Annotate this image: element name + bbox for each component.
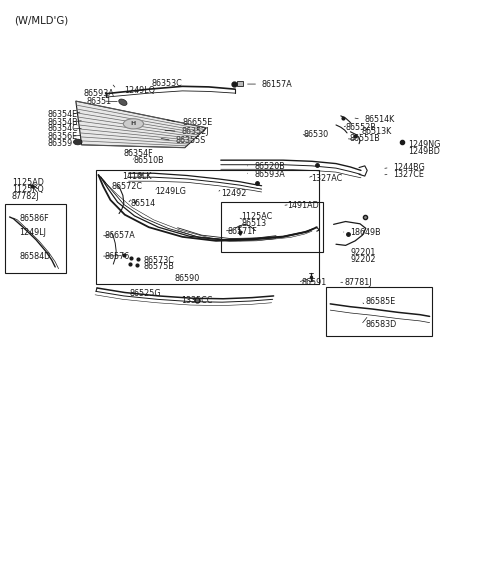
Text: 1327CE: 1327CE [394, 170, 424, 179]
Text: 18649B: 18649B [350, 228, 381, 237]
Text: 1335CC: 1335CC [181, 296, 212, 305]
Text: 1249LQ: 1249LQ [124, 86, 155, 95]
Text: 92201: 92201 [350, 248, 376, 257]
Text: 1249LJ: 1249LJ [19, 228, 46, 237]
Text: 86552B: 86552B [346, 123, 376, 132]
Text: 86584D: 86584D [19, 252, 50, 261]
Text: 86510B: 86510B [133, 156, 164, 165]
Text: 86551B: 86551B [349, 134, 380, 143]
Text: 1416LK: 1416LK [122, 172, 152, 181]
Text: 86571F: 86571F [227, 227, 257, 236]
Text: 86157A: 86157A [262, 80, 292, 89]
Text: 86572C: 86572C [111, 182, 143, 191]
Text: 1125AD: 1125AD [12, 178, 44, 187]
Text: 86586F: 86586F [19, 214, 49, 223]
Text: 12492: 12492 [221, 189, 246, 198]
Text: 1125KQ: 1125KQ [12, 185, 44, 194]
Text: 86576: 86576 [105, 252, 130, 261]
Text: 86583D: 86583D [366, 320, 397, 329]
Ellipse shape [123, 119, 144, 129]
Text: 86359: 86359 [48, 139, 73, 148]
Text: 86590: 86590 [174, 274, 200, 283]
Text: 86514: 86514 [131, 199, 156, 208]
Text: H: H [131, 122, 136, 126]
Text: (W/MLD'G): (W/MLD'G) [14, 16, 69, 26]
Polygon shape [76, 101, 206, 148]
Text: 1327AC: 1327AC [311, 174, 342, 183]
Text: 86591: 86591 [301, 278, 327, 287]
Text: 1249BD: 1249BD [408, 147, 440, 156]
Text: 1491AD: 1491AD [287, 201, 319, 210]
Bar [326, 287, 432, 336]
Ellipse shape [73, 139, 82, 145]
Text: 86657A: 86657A [105, 231, 135, 240]
Text: 86520B: 86520B [254, 162, 285, 172]
Text: 86351: 86351 [86, 97, 111, 106]
Text: 1244BG: 1244BG [394, 163, 425, 172]
Text: 86655E: 86655E [182, 118, 213, 127]
Text: 86513: 86513 [241, 219, 266, 228]
Text: 86593A: 86593A [84, 89, 115, 98]
Text: 86354E: 86354E [48, 110, 78, 119]
Text: 1125AC: 1125AC [241, 212, 273, 222]
Text: 86354F: 86354F [124, 149, 154, 158]
Text: 86355S: 86355S [175, 136, 205, 145]
Text: 92202: 92202 [350, 255, 376, 264]
Text: 86573C: 86573C [143, 256, 174, 265]
Text: 86352J: 86352J [181, 127, 209, 136]
Text: 87782J: 87782J [12, 192, 40, 201]
Bar [221, 202, 323, 252]
Text: 86353C: 86353C [151, 79, 182, 88]
Bar [96, 170, 319, 284]
Text: 86354B: 86354B [48, 118, 79, 127]
Text: 1249LG: 1249LG [156, 187, 186, 197]
Bar [237, 81, 243, 86]
Text: 86356E: 86356E [48, 132, 78, 141]
Text: 86585E: 86585E [366, 296, 396, 306]
Text: 86525G: 86525G [130, 289, 161, 298]
Text: 1249NG: 1249NG [408, 140, 440, 149]
Bar [5, 204, 66, 273]
Text: 86593A: 86593A [254, 170, 285, 179]
Text: 86354C: 86354C [48, 124, 79, 133]
Text: 87781J: 87781J [345, 278, 372, 287]
Text: 86514K: 86514K [365, 115, 395, 124]
Ellipse shape [119, 99, 127, 106]
Text: 86513K: 86513K [362, 127, 392, 136]
Text: 86575B: 86575B [143, 262, 174, 272]
Text: 86530: 86530 [304, 130, 329, 139]
